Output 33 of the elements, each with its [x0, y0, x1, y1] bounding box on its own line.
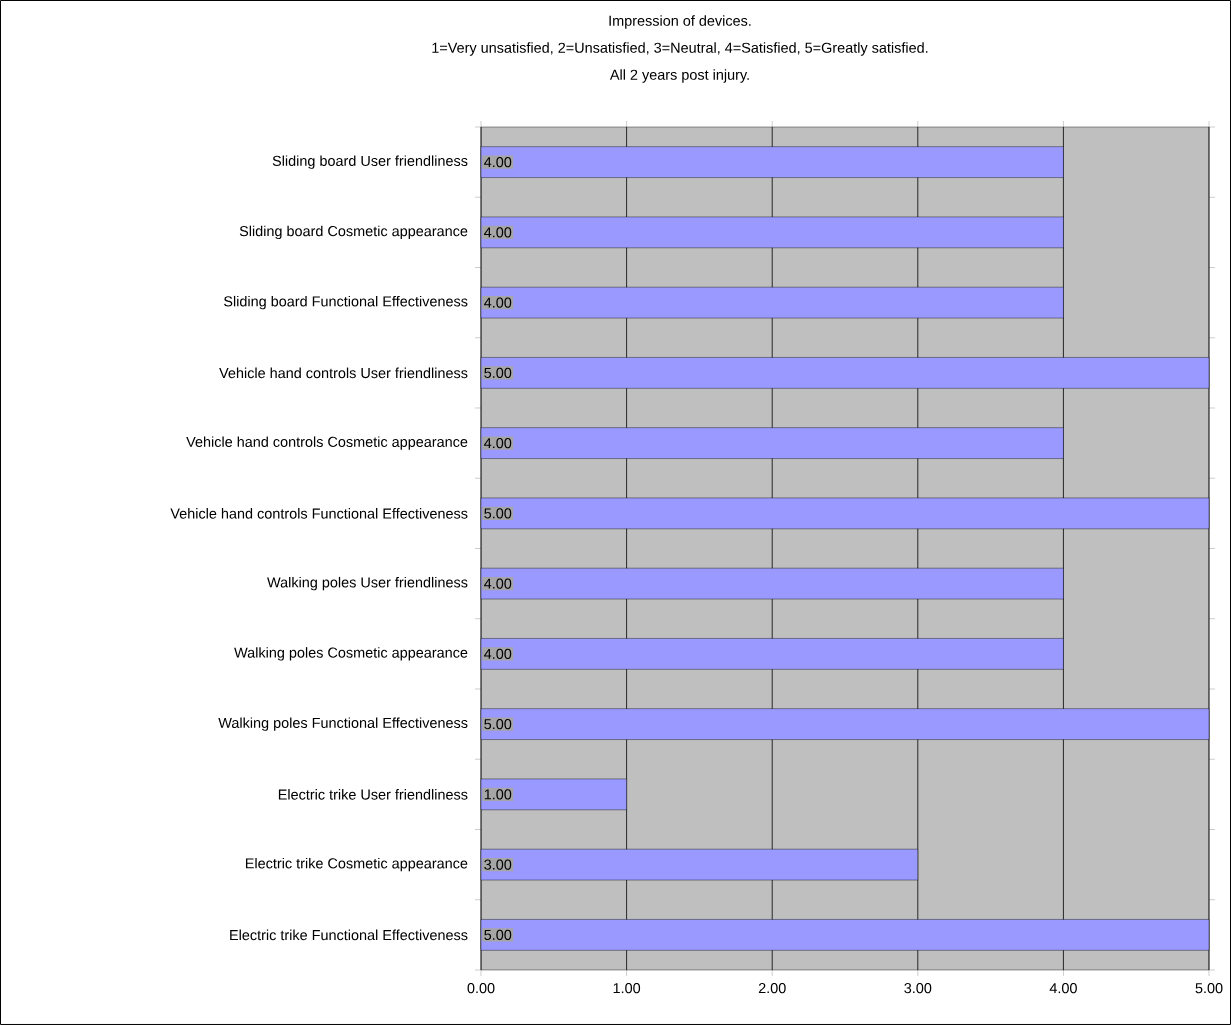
data-label: 4.00: [484, 648, 512, 659]
data-label: 4.00: [484, 438, 512, 449]
data-label: 4.00: [484, 157, 512, 168]
data-label: 5.00: [484, 929, 512, 940]
x-tick-label: 0.00: [467, 983, 495, 994]
x-tick-label: 5.00: [1195, 983, 1223, 994]
y-tick-label: Walking poles Functional Effectiveness: [218, 717, 468, 731]
y-tick-label: Electric trike User friendliness: [278, 789, 468, 800]
data-label: 4.00: [484, 227, 512, 238]
data-label: 5.00: [484, 367, 512, 378]
data-label: 3.00: [484, 859, 512, 870]
x-tick-label: 2.00: [758, 983, 786, 994]
y-tick-label: Vehicle hand controls Cosmetic appearance: [186, 436, 468, 450]
y-tick-label: Sliding board Cosmetic appearance: [239, 225, 468, 240]
y-tick-label: Electric trike Functional Effectiveness: [230, 929, 468, 941]
y-tick-label: Electric trike Cosmetic appearance: [245, 857, 468, 872]
y-tick-label: Vehicle hand controls Functional Effectiveness: [170, 508, 468, 519]
y-tick-label: Sliding board Functional Effectiveness: [223, 295, 468, 310]
data-label: 4.00: [484, 297, 512, 308]
chart-subtitle: 1=Very unsatisfied, 2=Unsatisfied, 3=Neutral, 4=Satisfied, 5=Greatly satisfied.: [432, 42, 928, 56]
y-tick-label: Vehicle hand controls User friendliness: [219, 367, 468, 379]
chart-title: Impression of devices.: [609, 15, 751, 29]
y-tick-label: Walking poles User friendliness: [267, 576, 468, 591]
data-label: 4.00: [484, 578, 512, 589]
x-tick-label: 4.00: [1049, 983, 1077, 994]
data-label: 1.00: [484, 789, 512, 800]
y-tick-label: Walking poles Cosmetic appearance: [234, 647, 468, 661]
text: All 2 years post injury.: [609, 69, 749, 83]
y-tick-label: Sliding board User friendliness: [272, 155, 468, 169]
data-label: 5.00: [484, 508, 512, 519]
data-label: 5.00: [484, 719, 512, 730]
x-tick-label: 3.00: [904, 983, 932, 994]
x-tick-label: 1.00: [613, 983, 641, 994]
